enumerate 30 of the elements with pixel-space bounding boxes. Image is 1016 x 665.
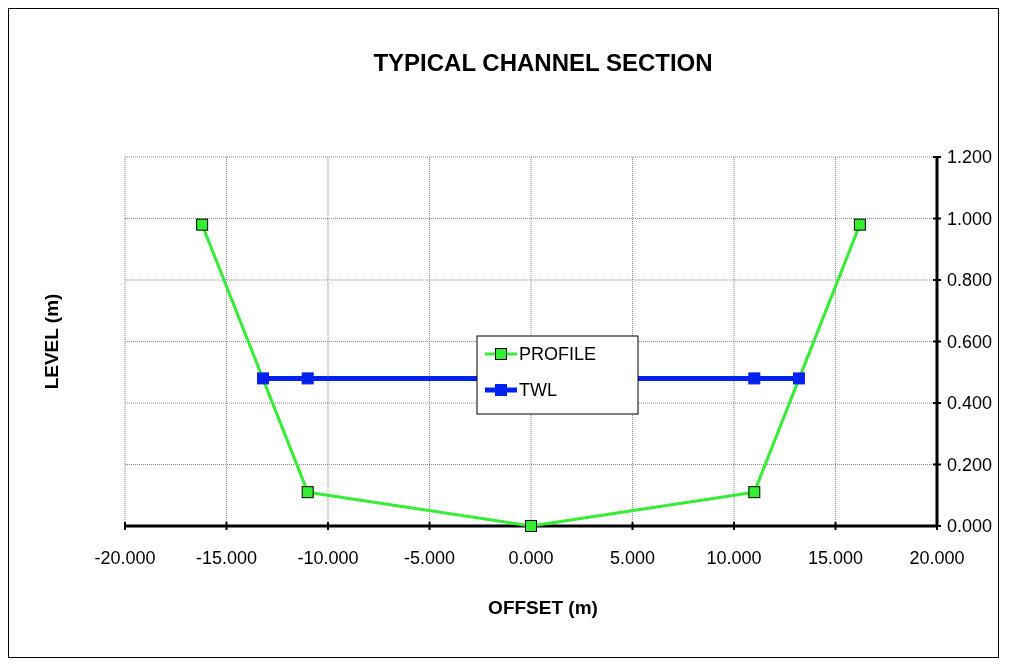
- point: [257, 372, 270, 385]
- x-axis-title: OFFSET (m): [488, 597, 598, 618]
- x-tick-label: 10.000: [706, 548, 762, 568]
- point: [792, 372, 805, 385]
- legend-label: PROFILE: [519, 344, 597, 364]
- y-axis-title: LEVEL (m): [41, 293, 62, 390]
- point: [748, 486, 761, 499]
- point: [301, 486, 314, 499]
- point: [853, 218, 866, 231]
- y-tick-label: 0.200: [947, 454, 993, 475]
- x-tick-label: 15.000: [807, 548, 864, 568]
- y-tick-label: 0.600: [947, 331, 993, 352]
- y-tick-label: 1.000: [947, 208, 993, 229]
- x-tick-label: 5.000: [609, 548, 656, 568]
- chart-title: TYPICAL CHANNEL SECTION: [373, 49, 713, 76]
- point: [301, 372, 314, 385]
- x-tick-label: -10.000: [297, 548, 359, 568]
- x-tick-label: 0.000: [508, 548, 554, 568]
- y-tick-label: 1.200: [947, 147, 993, 167]
- point: [748, 372, 761, 385]
- x-tick-label: -15.000: [195, 548, 258, 568]
- point: [525, 520, 537, 532]
- point: [196, 218, 209, 231]
- x-tick-label: -20.000: [94, 548, 156, 568]
- y-tick-label: 0.800: [947, 270, 993, 290]
- y-tick-label: 0.400: [947, 393, 993, 413]
- y-tick-label: 0.000: [947, 516, 993, 536]
- legend-label: TWL: [519, 380, 557, 400]
- x-tick-label: -5.000: [403, 548, 456, 568]
- x-tick-label: 20.000: [909, 548, 965, 568]
